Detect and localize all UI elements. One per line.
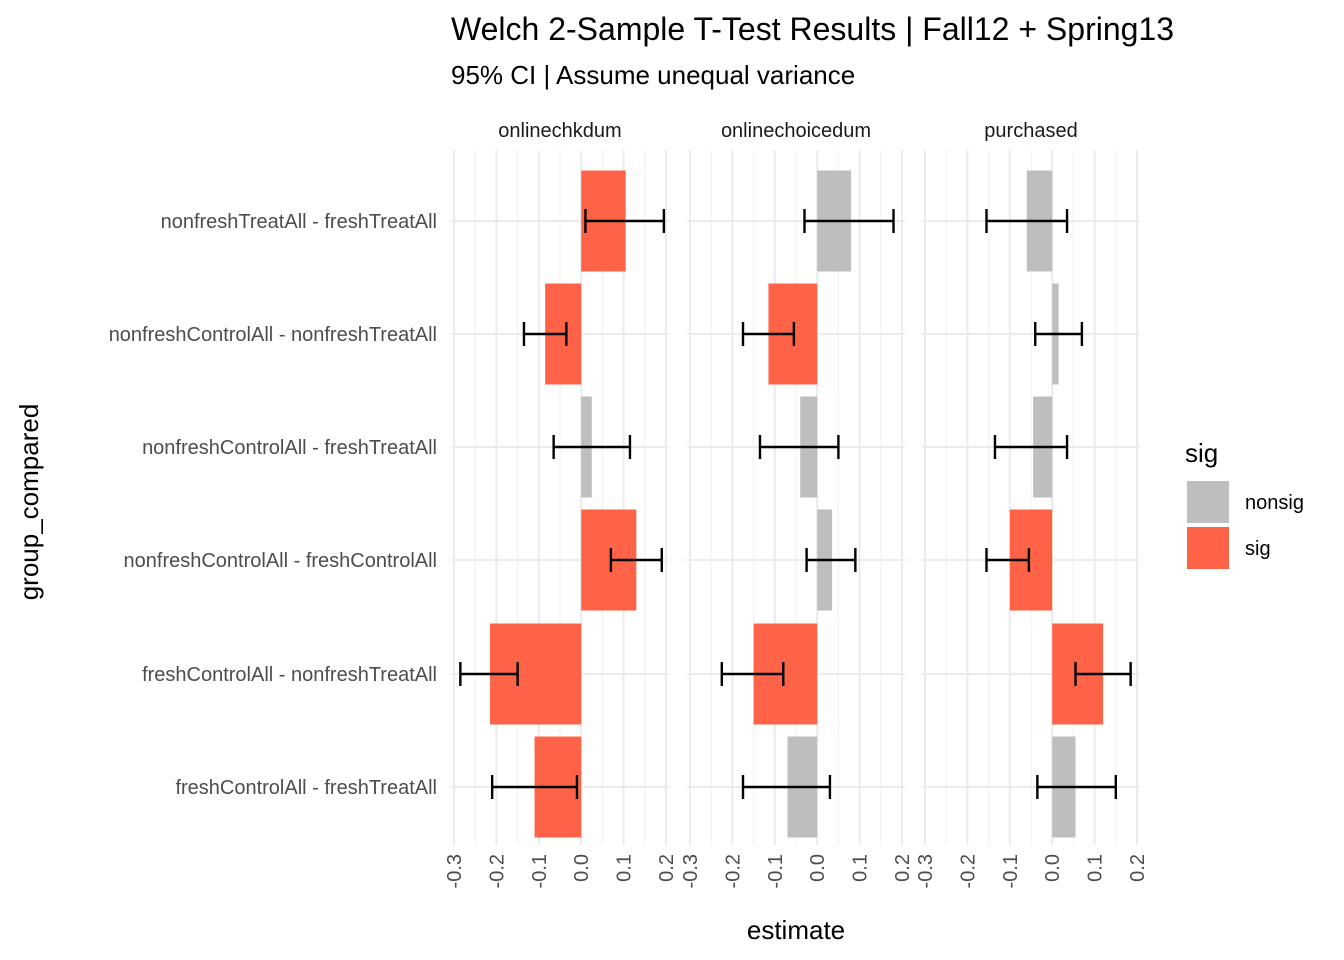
error-bar: [1036, 775, 1118, 799]
legend-swatch-sig: [1187, 527, 1229, 569]
error-bar: [758, 435, 840, 459]
x-tick-label: -0.3: [680, 854, 702, 888]
x-tick-label: -0.2: [957, 854, 979, 888]
error-bar: [584, 209, 666, 233]
legend: sig nonsig sig: [1185, 438, 1304, 569]
x-tick-label: -0.1: [765, 854, 787, 888]
error-bar: [805, 548, 857, 572]
x-tick-label: 0.1: [1085, 854, 1107, 882]
y-tick-label: freshControlAll - nonfreshTreatAll: [142, 664, 437, 686]
y-tick-label: nonfreshControlAll - freshControlAll: [124, 550, 437, 572]
x-tick-label: 0.2: [656, 854, 678, 882]
error-bar: [1074, 662, 1132, 686]
x-tick-label: 0.0: [1042, 854, 1064, 882]
chart-subtitle: 95% CI | Assume unequal variance: [451, 60, 855, 90]
x-tick-label: 0.2: [1127, 854, 1149, 882]
y-tick-label: freshControlAll - freshTreatAll: [175, 777, 437, 799]
error-bar: [741, 775, 832, 799]
x-tick-label: -0.3: [915, 854, 937, 888]
panel-strip-label: purchased: [984, 120, 1077, 142]
x-tick-label: 0.2: [892, 854, 914, 882]
panel-2: purchased -0.3 -0.2 -0.1 0.0 0.1 0.2: [915, 120, 1149, 888]
error-bar: [985, 548, 1031, 572]
x-tick-label: 0.1: [614, 854, 636, 882]
error-bar: [552, 435, 632, 459]
panel-strip-label: onlinechoicedum: [721, 120, 871, 142]
x-tick-label: -0.2: [486, 854, 508, 888]
legend-label-nonsig: nonsig: [1245, 492, 1304, 514]
error-bar: [490, 775, 579, 799]
x-axis-title: estimate: [747, 915, 845, 945]
panel-1: onlinechoicedum -0.3 -0.2 -0.1 0.0 0.1 0.2: [680, 120, 914, 888]
y-axis-title: group_compared: [14, 404, 44, 601]
x-tick-label: 0.0: [571, 854, 593, 882]
y-tick-label: nonfreshControlAll - nonfreshTreatAll: [109, 324, 437, 346]
error-bar: [720, 662, 785, 686]
legend-title: sig: [1185, 438, 1218, 468]
x-tick-label: -0.3: [444, 854, 466, 888]
legend-label-sig: sig: [1245, 538, 1271, 560]
error-bar: [522, 322, 568, 346]
chart-title: Welch 2-Sample T-Test Results | Fall12 +…: [451, 11, 1174, 47]
y-axis-labels: nonfreshTreatAll - freshTreatAll nonfresh…: [109, 211, 437, 799]
error-bar: [741, 322, 796, 346]
legend-swatch-nonsig: [1187, 481, 1229, 523]
error-bar: [1034, 322, 1084, 346]
error-bar: [609, 548, 663, 572]
panel-strip-label: onlinechkdum: [498, 120, 621, 142]
x-tick-label: 0.1: [850, 854, 872, 882]
error-bar: [459, 662, 519, 686]
y-tick-label: nonfreshControlAll - freshTreatAll: [142, 437, 437, 459]
panel-0: onlinechkdum -0.3 -0.2 -0.1 0.0 0.1 0.2: [444, 120, 678, 888]
error-bar: [985, 209, 1069, 233]
panels: onlinechkdum-0.3 -0.2 -0.1 0.0 0.1 0.2onlinec…: [444, 120, 1149, 888]
error-bar: [803, 209, 895, 233]
y-tick-label: nonfreshTreatAll - freshTreatAll: [161, 211, 437, 233]
x-tick-label: 0.0: [807, 854, 829, 882]
error-bar: [993, 435, 1069, 459]
x-tick-label: -0.1: [1000, 854, 1022, 888]
x-tick-label: -0.2: [722, 854, 744, 888]
x-tick-label: -0.1: [529, 854, 551, 888]
